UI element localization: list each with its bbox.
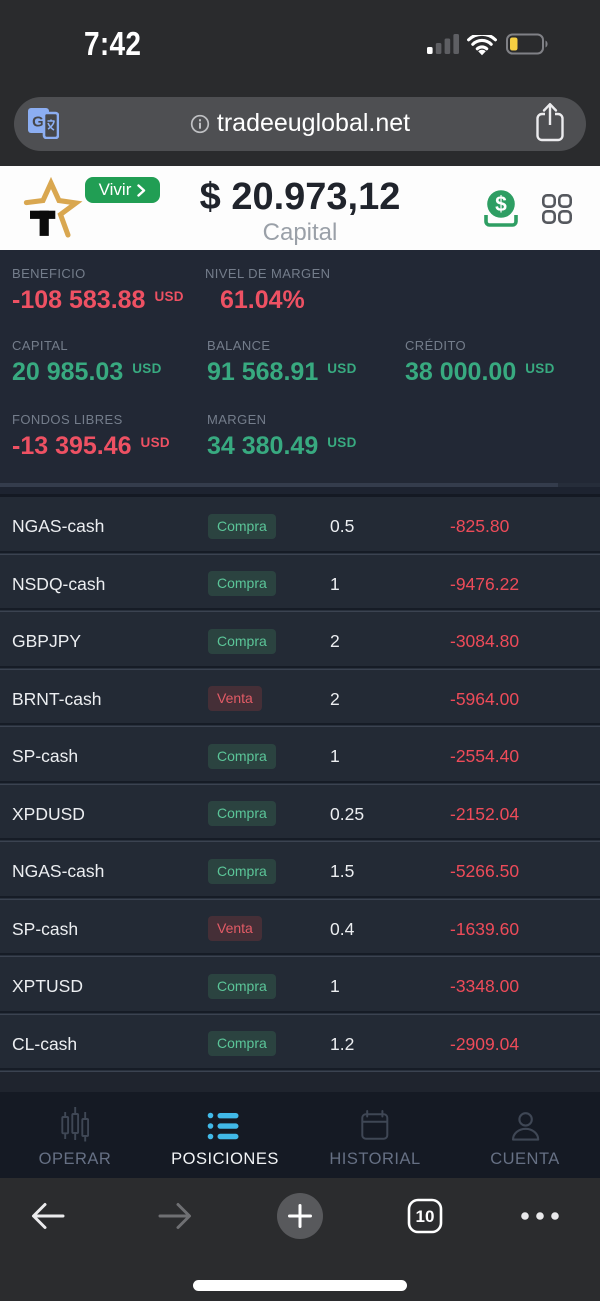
svg-text:$: $	[495, 193, 507, 216]
svg-text:10: 10	[416, 1207, 435, 1226]
svg-text:G: G	[32, 114, 44, 131]
